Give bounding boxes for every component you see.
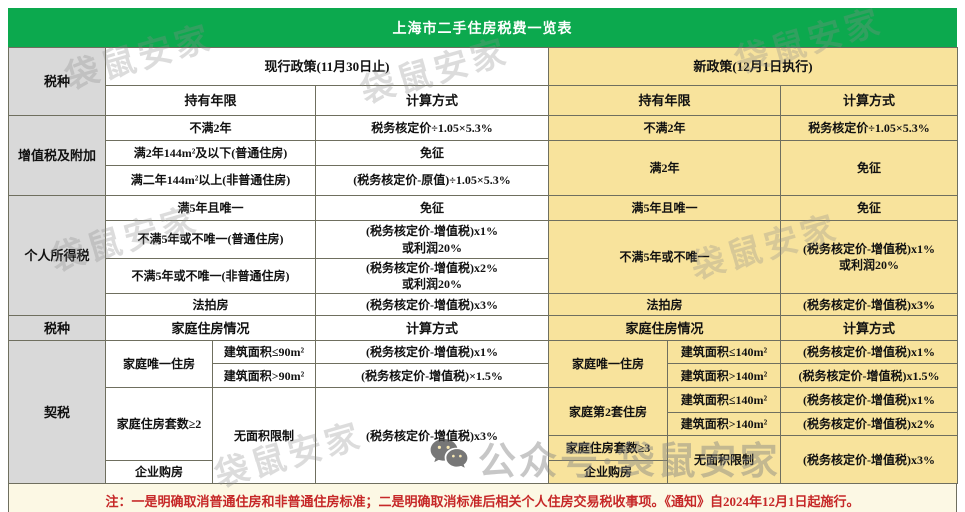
pit-cur-ordinary-calc: (税务核定价-增值税)x1% 或利润20% [314,220,550,259]
section-label-vat: 增值税及附加 [8,115,106,196]
header-tax-type-2: 税种 [8,315,106,342]
header-cur-family-housing: 家庭住房情况 [105,315,316,342]
deed-new-second-gt140-area: 建筑面积>140m² [667,412,782,437]
deed-new-corporate-condition: 企业购房 [548,460,669,485]
vat-cur-under2y-calc: 税务核定价÷1.05×5.3% [314,115,550,141]
deed-cur-unique-gt90-calc: (税务核定价-增值税)×1.5% [314,363,550,389]
vat-cur-over2y-nonordinary-condition: 满二年144m²以上(非普通住房) [105,165,316,196]
tax-comparison-table: 税种 现行政策(11月30日止) 新政策(12月1日执行) 持有年限 计算方式 … [8,47,959,485]
deed-cur-corporate-condition: 企业购房 [105,460,213,485]
header-current-policy: 现行政策(11月30日止) [104,47,550,86]
vat-cur-over2y-ordinary-calc: 免征 [314,140,550,166]
pit-cur-ordinary-condition: 不满5年或不唯一(普通住房) [105,220,316,259]
deed-cur-unique-gt90-area: 建筑面积>90m² [212,363,316,389]
header-new-holding-period: 持有年限 [548,85,782,116]
vat-cur-under2y-condition: 不满2年 [105,115,316,141]
deed-new-second-condition: 家庭第2套住房 [548,387,669,437]
deed-cur-unique-le90-area: 建筑面积≤90m² [212,340,316,365]
pit-cur-nonordinary-condition: 不满5年或不唯一(非普通住房) [105,257,316,295]
deed-new-unique-gt140-calc: (税务核定价-增值税)x1.5% [780,363,959,389]
vat-new-over2y-calc: 免征 [780,140,959,196]
vat-cur-over2y-ordinary-condition: 满2年144m²及以下(普通住房) [105,140,316,166]
deed-new-multi3-calc: (税务核定价-增值税)x3% [780,435,959,485]
deed-cur-unique-le90-calc: (税务核定价-增值税)x1% [314,340,550,365]
vat-cur-over2y-nonordinary-calc: (税务核定价-原值)÷1.05×5.3% [314,165,550,196]
deed-cur-multi-condition: 家庭住房套数≥2 [105,387,213,462]
deed-new-second-gt140-calc: (税务核定价-增值税)x2% [780,412,959,437]
pit-cur-nonordinary-calc: (税务核定价-增值税)x2% 或利润20% [314,257,550,295]
pit-new-5y-unique-calc: 免征 [780,195,959,221]
header-new-calc-method: 计算方式 [780,85,959,116]
pit-new-under5y-calc: (税务核定价-增值税)x1% 或利润20% [780,219,959,295]
pit-cur-auction-condition: 法拍房 [105,293,316,317]
deed-cur-multi-calc: (税务核定价-增值税)x3% [314,387,550,485]
deed-new-unique-condition: 家庭唯一住房 [548,340,669,389]
header-tax-type: 税种 [8,47,106,116]
vat-new-under2y-calc: 税务核定价÷1.05×5.3% [780,115,959,141]
header-new-family-housing: 家庭住房情况 [548,315,782,342]
deed-new-second-le140-calc: (税务核定价-增值税)x1% [780,387,959,414]
section-label-income-tax: 个人所得税 [8,194,106,317]
deed-new-no-area-limit: 无面积限制 [667,435,782,485]
vat-new-over2y-condition: 满2年 [548,140,782,196]
section-label-deed-tax: 契税 [8,340,106,485]
deed-new-unique-le140-calc: (税务核定价-增值税)x1% [780,340,959,365]
pit-new-5y-unique-condition: 满5年且唯一 [548,195,782,221]
deed-new-unique-gt140-area: 建筑面积>140m² [667,363,782,389]
pit-cur-5y-unique-condition: 满5年且唯一 [105,195,316,221]
pit-cur-5y-unique-calc: 免征 [314,195,550,221]
pit-new-auction-calc: (税务核定价-增值税)x3% [780,293,959,317]
header-cur-holding-period: 持有年限 [105,85,316,116]
page-title: 上海市二手住房税费一览表 [8,8,957,47]
vat-new-under2y-condition: 不满2年 [548,115,782,141]
deed-new-unique-le140-area: 建筑面积≤140m² [667,340,782,365]
deed-new-multi3-condition: 家庭住房套数≥3 [548,435,669,462]
footnote: 注：一是明确取消普通住房和非普通住房标准；二是明确取消标准后相关个人住房交易税收… [8,484,957,512]
header-cur-calc-method: 计算方式 [314,85,550,116]
deed-cur-no-area-limit: 无面积限制 [212,387,316,485]
deed-cur-unique-condition: 家庭唯一住房 [105,340,213,389]
deed-new-second-le140-area: 建筑面积≤140m² [667,387,782,414]
pit-cur-auction-calc: (税务核定价-增值税)x3% [314,293,550,317]
header-new-policy: 新政策(12月1日执行) [548,47,959,86]
header-new-calc-method-2: 计算方式 [780,315,959,342]
header-cur-calc-method-2: 计算方式 [314,315,550,342]
pit-new-under5y-condition: 不满5年或不唯一 [548,219,782,295]
pit-new-auction-condition: 法拍房 [548,293,782,317]
